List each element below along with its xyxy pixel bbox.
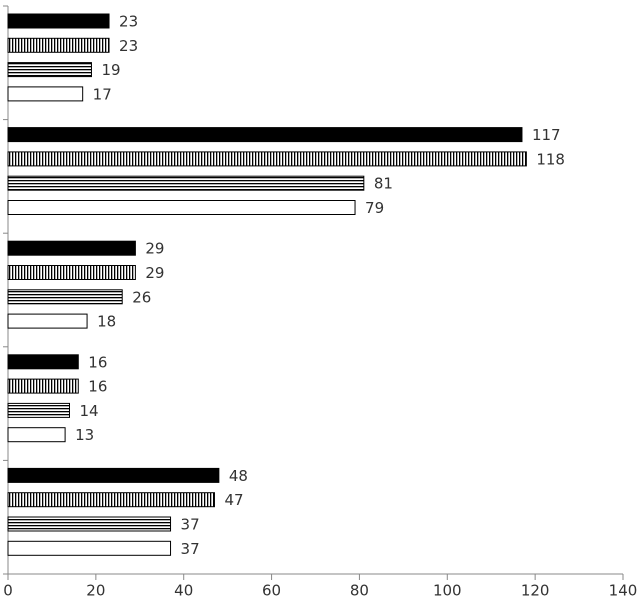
bar (7, 378, 79, 394)
bar (7, 265, 136, 280)
bar (7, 540, 172, 556)
data-label: 118 (536, 150, 565, 168)
bar (7, 151, 527, 167)
data-label: 117 (532, 126, 561, 144)
data-label: 47 (224, 491, 243, 509)
bar (7, 467, 220, 483)
x-tick-label: 140 (609, 582, 637, 600)
data-label: 19 (101, 61, 120, 79)
x-tick-label: 0 (3, 582, 13, 600)
data-label: 18 (97, 313, 116, 331)
bar (7, 289, 123, 305)
data-label: 81 (374, 175, 393, 193)
bar (7, 313, 88, 329)
x-tick-label: 80 (350, 582, 369, 600)
data-label: 13 (75, 426, 94, 444)
x-tick-label: 20 (86, 582, 105, 600)
data-label: 29 (145, 264, 164, 282)
bar (7, 37, 110, 53)
data-label: 37 (181, 516, 200, 534)
data-label: 79 (365, 199, 384, 217)
data-label: 26 (132, 288, 151, 306)
data-label: 23 (119, 37, 138, 55)
bar (7, 427, 66, 443)
bar (7, 200, 356, 215)
bar (7, 62, 92, 78)
bar (7, 86, 84, 102)
data-label: 29 (145, 240, 164, 258)
bar (7, 175, 365, 191)
data-label: 48 (229, 467, 248, 485)
bar (7, 402, 70, 418)
bar (7, 492, 215, 508)
bar (7, 354, 79, 370)
x-tick-label: 60 (262, 582, 281, 600)
data-label: 14 (80, 402, 99, 420)
x-tick-label: 40 (174, 582, 193, 600)
data-label: 16 (88, 378, 107, 396)
data-label: 17 (93, 85, 112, 103)
bar (7, 516, 172, 532)
bar (7, 13, 110, 29)
data-label: 23 (119, 13, 138, 31)
x-tick-label: 120 (521, 582, 550, 600)
bar (7, 127, 523, 143)
bar (7, 240, 136, 256)
data-label: 37 (181, 540, 200, 558)
x-tick-label: 100 (433, 582, 462, 600)
data-label: 16 (88, 353, 107, 371)
